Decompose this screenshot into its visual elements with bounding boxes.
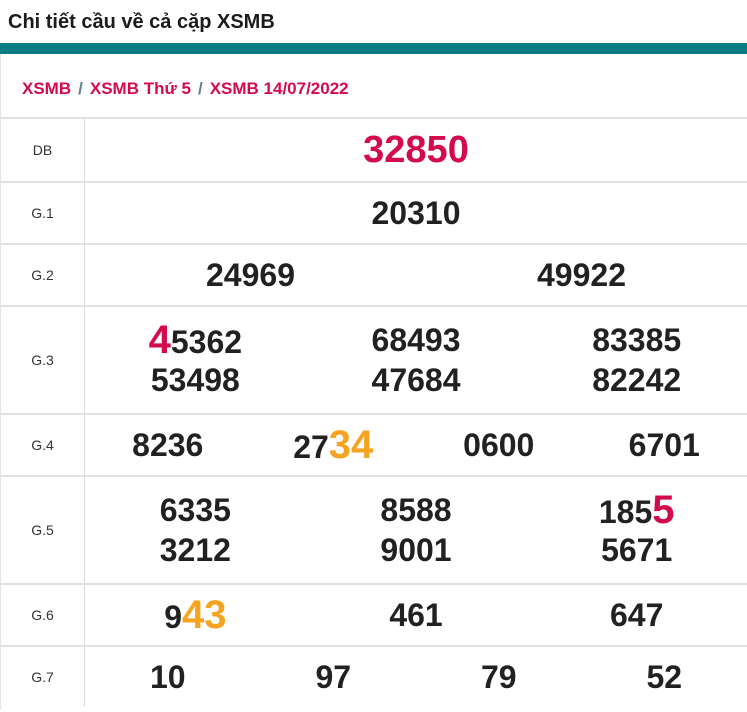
breadcrumb-link-xsmb[interactable]: XSMB	[22, 79, 72, 98]
prize-number: 52	[646, 659, 683, 695]
prize-number: 79	[480, 659, 517, 695]
breadcrumb-separator: /	[197, 79, 203, 98]
prize-label: G.5	[1, 477, 85, 583]
prize-number: 82242	[592, 362, 682, 398]
breadcrumb-link-xsmb-date[interactable]: XSMB 14/07/2022	[209, 79, 349, 98]
prize-number: 6335	[159, 492, 231, 528]
prize-label: G.2	[1, 245, 85, 305]
prize-number: 47684	[371, 362, 461, 398]
prize-number: 8236	[132, 427, 204, 463]
prize-label: G.1	[1, 183, 85, 243]
prize-row: G.4 8236 2734 0600 6701	[1, 413, 747, 475]
prize-number: 32850	[363, 129, 469, 171]
teal-divider-bar	[0, 43, 747, 54]
prize-number: 9001	[380, 532, 452, 568]
prize-number: 53498	[150, 362, 240, 398]
prize-label: DB	[1, 119, 85, 181]
prize-row: G.3 45362 68493 83385 53498 47684 82242	[1, 305, 747, 413]
prize-row: G.6 943 461 647	[1, 583, 747, 645]
prize-number: 5671	[601, 532, 673, 568]
prize-label: G.4	[1, 415, 85, 475]
prize-row: DB 32850	[1, 119, 747, 181]
page-title: Chi tiết cầu về cả cặp XSMB	[8, 11, 275, 33]
prize-number: 83385	[592, 322, 682, 358]
page-header: Chi tiết cầu về cả cặp XSMB	[0, 0, 747, 43]
prize-table: DB 32850 G.1 20310 G.2 24969 49922 G.3 45362 6849…	[1, 117, 747, 707]
prize-number: 10	[149, 659, 186, 695]
prize-number: 8588	[380, 492, 452, 528]
prize-label: G.6	[1, 585, 85, 645]
content-panel: XSMB / XSMB Thứ 5 / XSMB 14/07/2022 DB 32850 G…	[0, 54, 747, 710]
prize-number: 45362	[148, 318, 243, 362]
prize-number: 2734	[293, 423, 374, 467]
prize-row: G.2 24969 49922	[1, 243, 747, 305]
prize-number: 3212	[159, 532, 231, 568]
prize-label: G.3	[1, 307, 85, 413]
prize-row: G.5 6335 8588 1855 3212 9001 5671	[1, 475, 747, 583]
prize-label: G.7	[1, 647, 85, 707]
breadcrumb-separator: /	[78, 79, 83, 98]
prize-number: 0600	[463, 427, 535, 463]
prize-number: 20310	[371, 195, 461, 231]
prize-number: 943	[164, 593, 227, 637]
breadcrumb: XSMB / XSMB Thứ 5 / XSMB 14/07/2022	[1, 54, 747, 117]
breadcrumb-link-xsmb-thu-5[interactable]: XSMB Thứ 5	[89, 79, 191, 98]
prize-number: 647	[609, 597, 664, 633]
prize-number: 97	[315, 659, 352, 695]
prize-row: G.7 10 97 79 52	[1, 645, 747, 707]
prize-number: 461	[389, 597, 443, 633]
prize-number: 24969	[206, 257, 295, 293]
prize-number: 6701	[628, 427, 700, 463]
prize-number: 68493	[371, 322, 461, 358]
prize-number: 1855	[598, 488, 675, 532]
prize-number: 49922	[537, 257, 626, 293]
prize-row: G.1 20310	[1, 181, 747, 243]
